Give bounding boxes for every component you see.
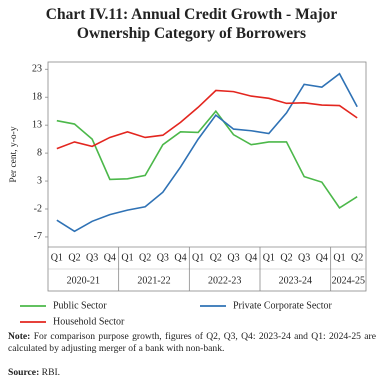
x-tick-label: Q4 — [245, 252, 257, 263]
x-group-label: 2021-22 — [137, 275, 170, 286]
x-tick-label: Q3 — [227, 252, 239, 263]
y-tick-label: 18 — [32, 92, 42, 103]
x-tick-label: Q3 — [86, 252, 98, 263]
note-text: For comparison purpose growth, figures o… — [8, 331, 376, 354]
x-tick-label: Q4 — [104, 252, 116, 263]
x-group-label: 2022-23 — [208, 275, 241, 286]
note-label: Note: — [8, 331, 31, 342]
y-tick-label: 3 — [37, 175, 42, 186]
series-line — [56, 72, 358, 233]
series-line — [56, 109, 358, 209]
legend-label: Private Corporate Sector — [233, 300, 333, 311]
y-tick-label: 13 — [32, 119, 42, 130]
series-line — [56, 89, 358, 150]
x-tick-label: Q1 — [263, 252, 275, 263]
x-tick-label: Q1 — [51, 252, 63, 263]
x-tick-label: Q2 — [210, 252, 222, 263]
x-tick-label: Q1 — [192, 252, 204, 263]
x-tick-label: Q3 — [298, 252, 310, 263]
y-tick-label: -7 — [34, 231, 42, 242]
x-group-label: 2020-21 — [67, 275, 100, 286]
y-tick-label: -2 — [34, 203, 42, 214]
legend-label: Public Sector — [53, 300, 107, 311]
y-tick-label: 8 — [37, 147, 42, 158]
note: Note: For comparison purpose growth, fig… — [8, 331, 376, 355]
x-tick-label: Q1 — [121, 252, 133, 263]
x-tick-label: Q4 — [316, 252, 328, 263]
x-tick-label: Q3 — [157, 252, 169, 263]
x-tick-label: Q4 — [174, 252, 186, 263]
source-text: RBI. — [41, 367, 61, 378]
source: Source: RBI. — [8, 367, 376, 379]
y-axis-label: Per cent, y-o-y — [9, 126, 19, 182]
chart-title: Chart IV.11: Annual Credit Growth - Majo… — [45, 6, 338, 42]
x-tick-label: Q2 — [280, 252, 292, 263]
x-group-label: 2023-24 — [279, 275, 312, 286]
plot-frame — [47, 61, 367, 292]
x-tick-label: Q2 — [68, 252, 80, 263]
x-tick-label: Q1 — [333, 252, 345, 263]
x-tick-label: Q2 — [351, 252, 363, 263]
y-tick-label: 23 — [32, 64, 42, 75]
x-group-label: 2024-25 — [332, 275, 365, 286]
source-label: Source: — [8, 367, 40, 378]
x-tick-label: Q2 — [139, 252, 151, 263]
legend-label: Household Sector — [53, 316, 125, 327]
